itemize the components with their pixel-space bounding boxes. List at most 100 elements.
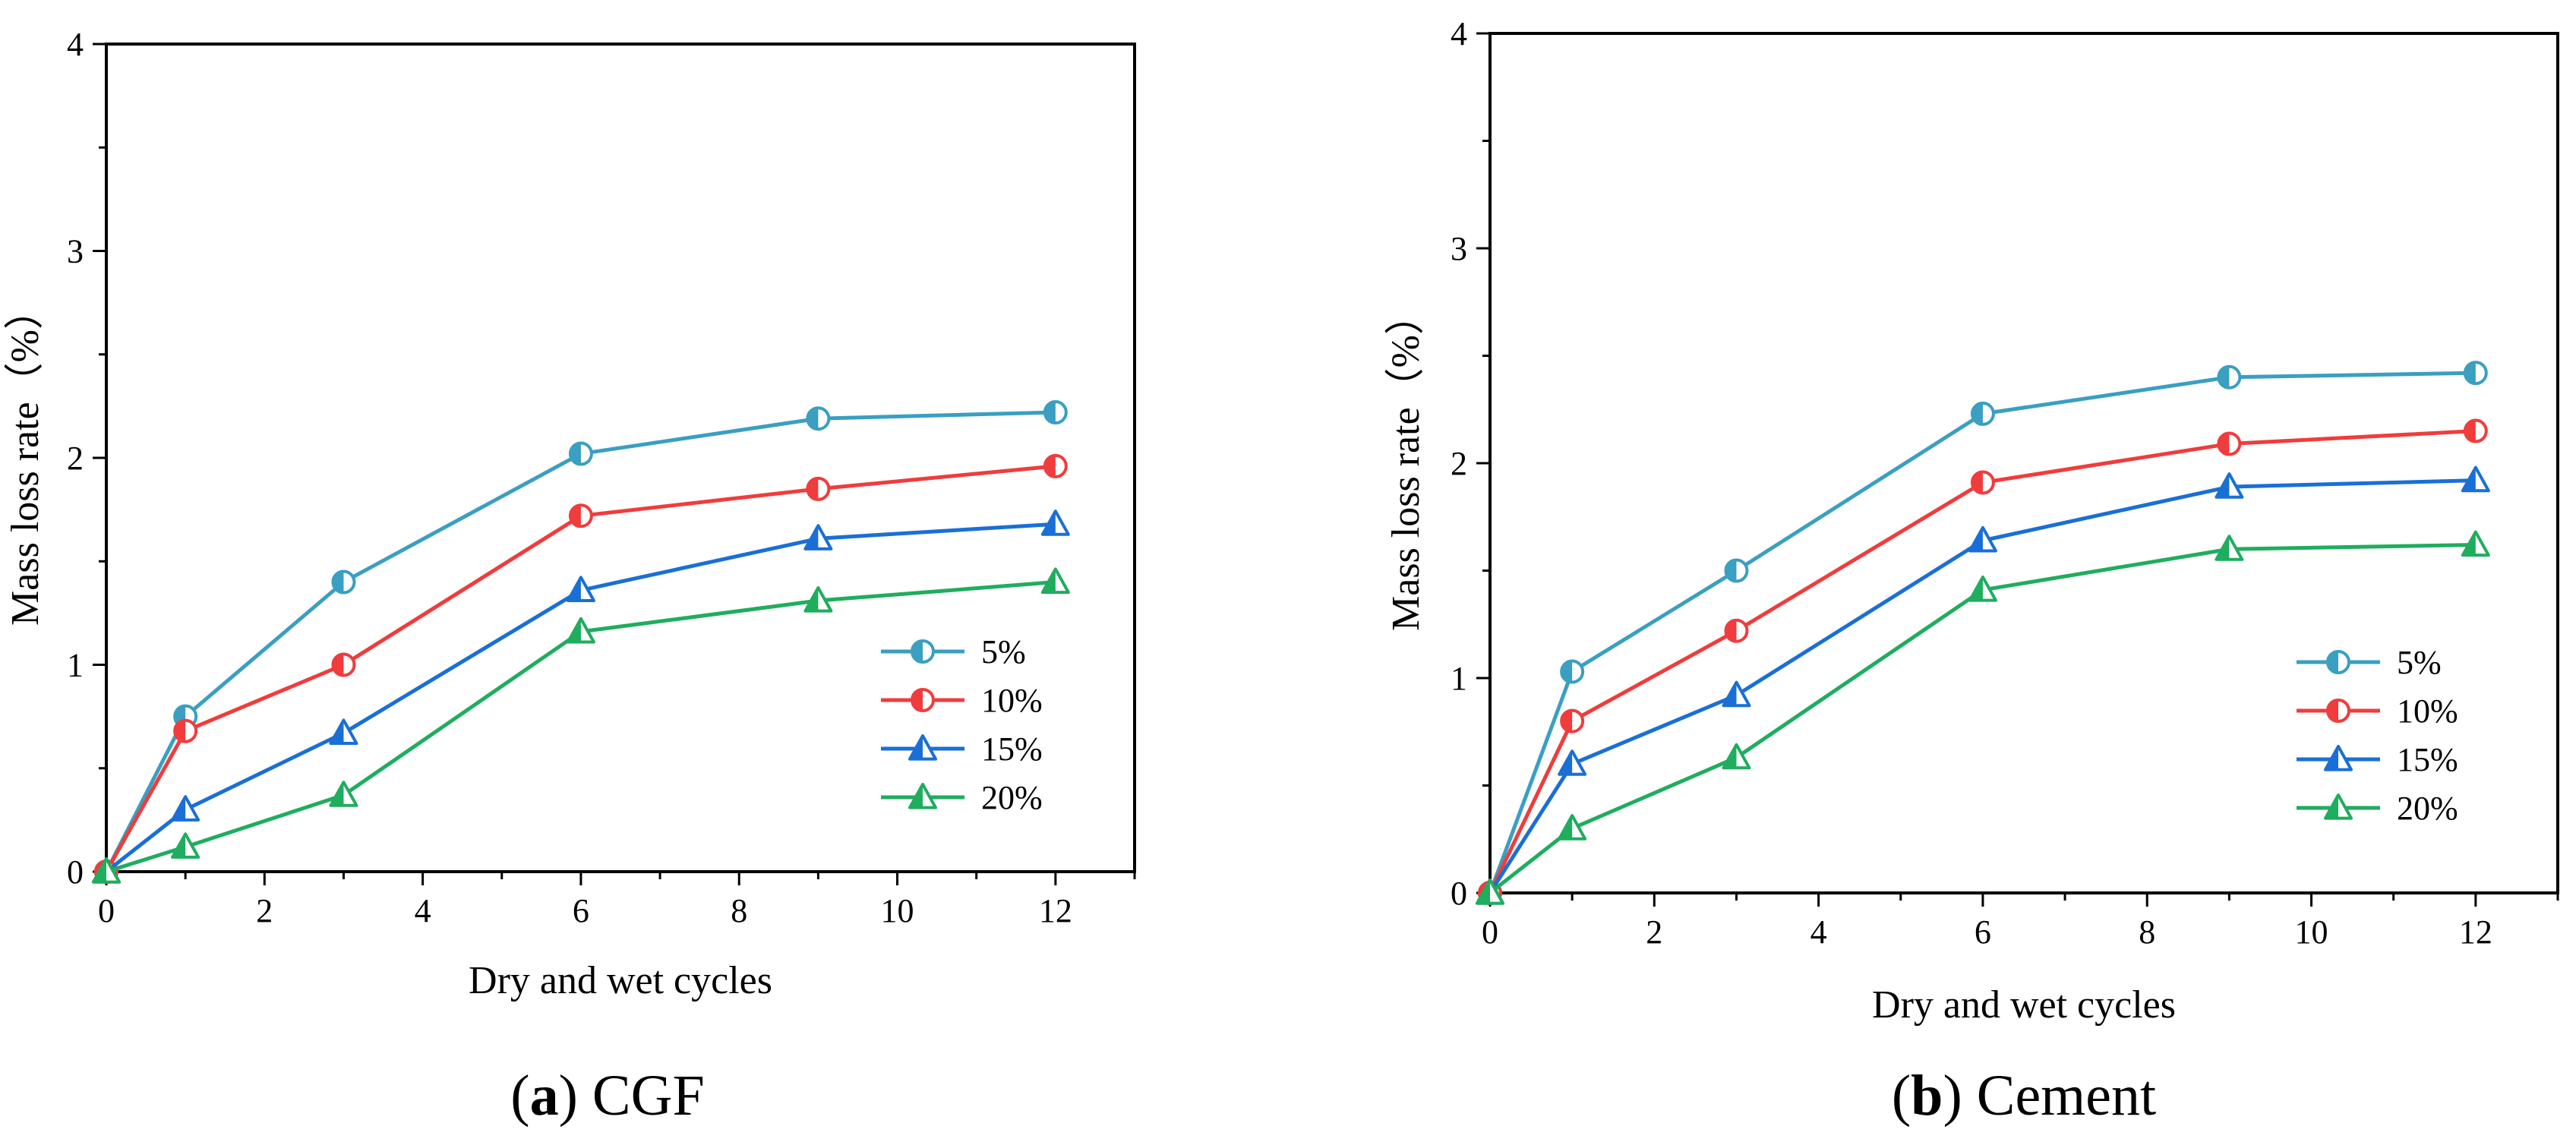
marker-fill	[2216, 474, 2230, 497]
data-point	[806, 476, 831, 501]
legend-label: 5%	[981, 633, 1026, 670]
x-tick-label: 10	[881, 892, 914, 929]
marker-fill	[2328, 651, 2338, 673]
y-tick-label: 4	[67, 26, 84, 63]
series-line	[1488, 429, 2476, 894]
y-axis-title: Mass loss rate（%）	[4, 290, 47, 626]
data-point	[2461, 530, 2490, 557]
marker-fill	[2218, 433, 2230, 455]
y-tick-label: 1	[1451, 660, 1467, 697]
marker-fill	[2462, 467, 2476, 491]
marker-fill	[333, 654, 344, 676]
panel-letter: b	[1911, 1064, 1943, 1128]
data-point	[171, 832, 200, 859]
data-point	[2217, 431, 2242, 456]
legend-label: 10%	[2397, 692, 2458, 730]
marker-fill	[330, 720, 344, 744]
data-point	[329, 718, 358, 746]
marker-fill	[1725, 620, 1737, 642]
series-10pct	[94, 453, 1068, 884]
marker-fill	[1042, 511, 1056, 535]
data-point	[568, 503, 593, 528]
marker-fill	[805, 525, 819, 549]
series-5pct	[1478, 361, 2488, 905]
marker-fill	[1723, 744, 1737, 768]
legend-label: 10%	[981, 682, 1043, 719]
panel-letter: a	[530, 1064, 559, 1128]
marker-fill	[1723, 682, 1737, 706]
plot-frame	[105, 43, 1136, 873]
data-point	[1722, 743, 1751, 770]
legend-marker	[2326, 699, 2350, 723]
data-point	[171, 795, 200, 822]
legend-label: 20%	[981, 779, 1043, 816]
marker-fill	[2325, 795, 2338, 819]
data-point	[1558, 749, 1587, 776]
legend-item: 20%	[881, 779, 1043, 816]
y-tick-label: 2	[67, 440, 84, 477]
marker-fill	[172, 797, 186, 820]
legend-item: 20%	[2297, 790, 2458, 827]
data-point	[1970, 401, 1995, 426]
x-tick-label: 12	[2459, 913, 2492, 951]
data-point	[1722, 680, 1751, 708]
marker-fill	[1725, 560, 1737, 582]
marker-fill	[1969, 527, 1983, 551]
legend-marker	[2326, 650, 2350, 674]
x-tick-label: 4	[415, 892, 431, 929]
marker-fill	[1561, 661, 1573, 683]
data-point	[173, 718, 198, 743]
legend-marker	[908, 783, 937, 809]
legend-item: 15%	[881, 730, 1043, 768]
panel-name: ) Cement	[1943, 1064, 2156, 1128]
marker-fill	[1559, 751, 1573, 774]
marker-fill	[912, 641, 923, 662]
data-point	[1476, 879, 1504, 905]
data-point	[803, 524, 833, 550]
data-point	[566, 576, 595, 602]
marker-fill	[570, 443, 581, 465]
marker-fill	[1969, 576, 1983, 601]
data-point	[2215, 472, 2244, 499]
x-tick-label: 0	[98, 892, 115, 929]
legend-label: 15%	[2397, 741, 2458, 778]
data-point	[2461, 465, 2490, 493]
y-tick-label: 1	[67, 647, 84, 684]
data-point	[2463, 361, 2488, 386]
data-point	[1724, 558, 1749, 583]
series-line	[1488, 371, 2476, 894]
data-point	[1560, 659, 1585, 684]
y-tick-label: 4	[1451, 15, 1467, 52]
marker-fill	[2325, 746, 2338, 770]
legend-marker	[908, 734, 937, 761]
data-point	[2217, 364, 2242, 390]
series-20pct	[1476, 530, 2490, 905]
data-point	[1560, 708, 1585, 733]
legend-label: 20%	[2397, 790, 2458, 827]
x-tick-label: 2	[256, 892, 273, 929]
data-point	[1970, 470, 1995, 495]
marker-fill	[807, 478, 819, 500]
marker-fill	[2218, 366, 2230, 388]
marker-fill	[2328, 700, 2338, 721]
data-point	[1968, 525, 1997, 553]
data-point	[1724, 618, 1749, 643]
marker-fill	[912, 689, 923, 711]
marker-fill	[1042, 569, 1056, 593]
marker-fill	[1044, 455, 1056, 477]
x-tick-label: 8	[731, 892, 747, 929]
x-tick-label: 10	[2295, 913, 2328, 951]
data-point	[1043, 400, 1068, 425]
data-point	[1043, 453, 1068, 478]
marker-fill	[93, 859, 106, 882]
marker-fill	[330, 782, 344, 806]
x-axis-title: Dry and wet cycles	[1872, 983, 2176, 1027]
data-point	[803, 586, 833, 613]
legend: 5% 10% 15% 20%	[881, 633, 1043, 816]
legend: 5% 10% 15% 20%	[2297, 644, 2458, 827]
y-tick-label: 2	[1451, 445, 1467, 482]
series-line	[1488, 478, 2476, 894]
data-point	[1558, 814, 1587, 841]
marker-fill	[567, 577, 581, 601]
